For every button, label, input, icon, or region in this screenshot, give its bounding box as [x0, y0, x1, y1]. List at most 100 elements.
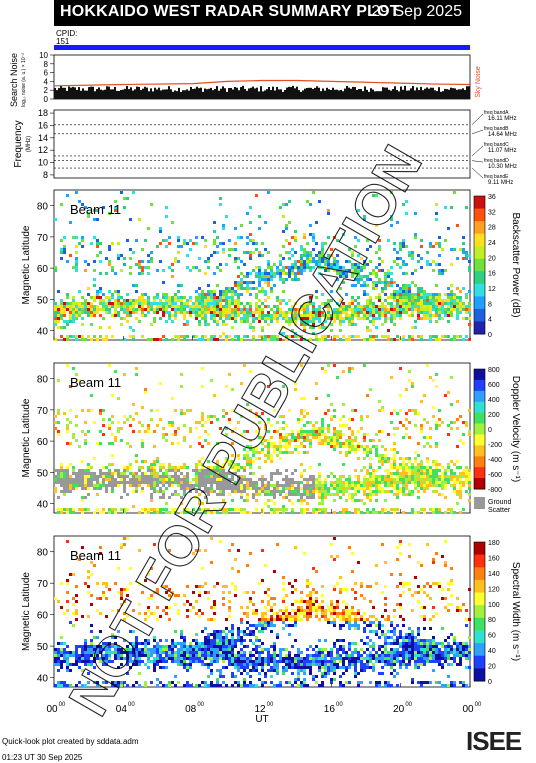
scatter-cell	[156, 302, 159, 305]
scatter-cell	[237, 287, 240, 290]
scatter-cell	[270, 624, 273, 627]
scatter-cell	[261, 439, 264, 442]
scatter-cell	[462, 251, 465, 254]
scatter-cell	[216, 251, 219, 254]
scatter-cell	[252, 663, 255, 666]
scatter-cell	[183, 436, 186, 439]
scatter-cell	[381, 305, 384, 308]
scatter-cell	[207, 636, 210, 639]
scatter-cell	[81, 499, 84, 502]
colorbar-segment	[474, 283, 485, 297]
scatter-cell	[123, 302, 126, 305]
scatter-cell	[420, 463, 423, 466]
scatter-cell	[315, 397, 318, 400]
scatter-cell	[312, 487, 315, 490]
scatter-cell	[342, 484, 345, 487]
scatter-cell	[375, 296, 378, 299]
scatter-cell	[231, 648, 234, 651]
scatter-cell	[297, 433, 300, 436]
scatter-cell	[318, 251, 321, 254]
scatter-cell	[204, 314, 207, 317]
scatter-cell	[351, 430, 354, 433]
scatter-cell	[195, 511, 198, 514]
scatter-cell	[57, 433, 60, 436]
scatter-cell	[180, 409, 183, 412]
scatter-cell	[249, 293, 252, 296]
scatter-cell	[204, 645, 207, 648]
scatter-cell	[75, 478, 78, 481]
latitude-tick-label: 70	[37, 406, 49, 417]
scatter-cell	[243, 684, 246, 687]
scatter-cell	[237, 654, 240, 657]
scatter-cell	[393, 481, 396, 484]
scatter-cell	[249, 308, 252, 311]
scatter-cell	[249, 630, 252, 633]
scatter-cell	[162, 281, 165, 284]
scatter-cell	[174, 684, 177, 687]
scatter-cell	[261, 621, 264, 624]
scatter-cell	[240, 672, 243, 675]
scatter-cell	[279, 442, 282, 445]
scatter-cell	[447, 320, 450, 323]
scatter-cell	[450, 296, 453, 299]
scatter-cell	[276, 481, 279, 484]
scatter-cell	[375, 448, 378, 451]
scatter-cell	[207, 299, 210, 302]
scatter-cell	[426, 293, 429, 296]
scatter-cell	[384, 335, 387, 338]
search-noise-bar	[204, 88, 206, 99]
scatter-cell	[405, 296, 408, 299]
scatter-cell	[165, 311, 168, 314]
scatter-cell	[132, 484, 135, 487]
scatter-cell	[297, 490, 300, 493]
scatter-cell	[255, 412, 258, 415]
scatter-cell	[342, 508, 345, 511]
scatter-cell	[222, 493, 225, 496]
scatter-cell	[153, 612, 156, 615]
scatter-cell	[222, 657, 225, 660]
scatter-cell	[120, 684, 123, 687]
scatter-cell	[354, 469, 357, 472]
scatter-cell	[303, 302, 306, 305]
scatter-cell	[231, 430, 234, 433]
scatter-cell	[435, 284, 438, 287]
scatter-cell	[369, 388, 372, 391]
search-noise-bar	[256, 87, 258, 99]
scatter-cell	[96, 654, 99, 657]
scatter-cell	[192, 552, 195, 555]
scatter-cell	[234, 481, 237, 484]
scatter-cell	[369, 296, 372, 299]
scatter-cell	[54, 302, 57, 305]
scatter-cell	[267, 314, 270, 317]
scatter-cell	[363, 305, 366, 308]
scatter-cell	[180, 636, 183, 639]
scatter-cell	[96, 487, 99, 490]
scatter-cell	[342, 445, 345, 448]
scatter-cell	[159, 615, 162, 618]
scatter-cell	[261, 648, 264, 651]
scatter-cell	[459, 496, 462, 499]
scatter-cell	[267, 275, 270, 278]
scatter-cell	[309, 326, 312, 329]
scatter-cell	[393, 242, 396, 245]
scatter-cell	[369, 329, 372, 332]
scatter-cell	[222, 296, 225, 299]
scatter-cell	[135, 290, 138, 293]
scatter-cell	[303, 499, 306, 502]
scatter-cell	[300, 305, 303, 308]
scatter-cell	[285, 272, 288, 275]
scatter-cell	[228, 663, 231, 666]
scatter-cell	[216, 472, 219, 475]
scatter-cell	[369, 478, 372, 481]
scatter-cell	[63, 248, 66, 251]
scatter-cell	[72, 311, 75, 314]
scatter-cell	[378, 475, 381, 478]
scatter-cell	[372, 314, 375, 317]
scatter-cell	[360, 415, 363, 418]
scatter-cell	[228, 508, 231, 511]
scatter-cell	[69, 684, 72, 687]
scatter-cell	[204, 305, 207, 308]
scatter-cell	[342, 308, 345, 311]
scatter-cell	[216, 684, 219, 687]
scatter-cell	[462, 433, 465, 436]
